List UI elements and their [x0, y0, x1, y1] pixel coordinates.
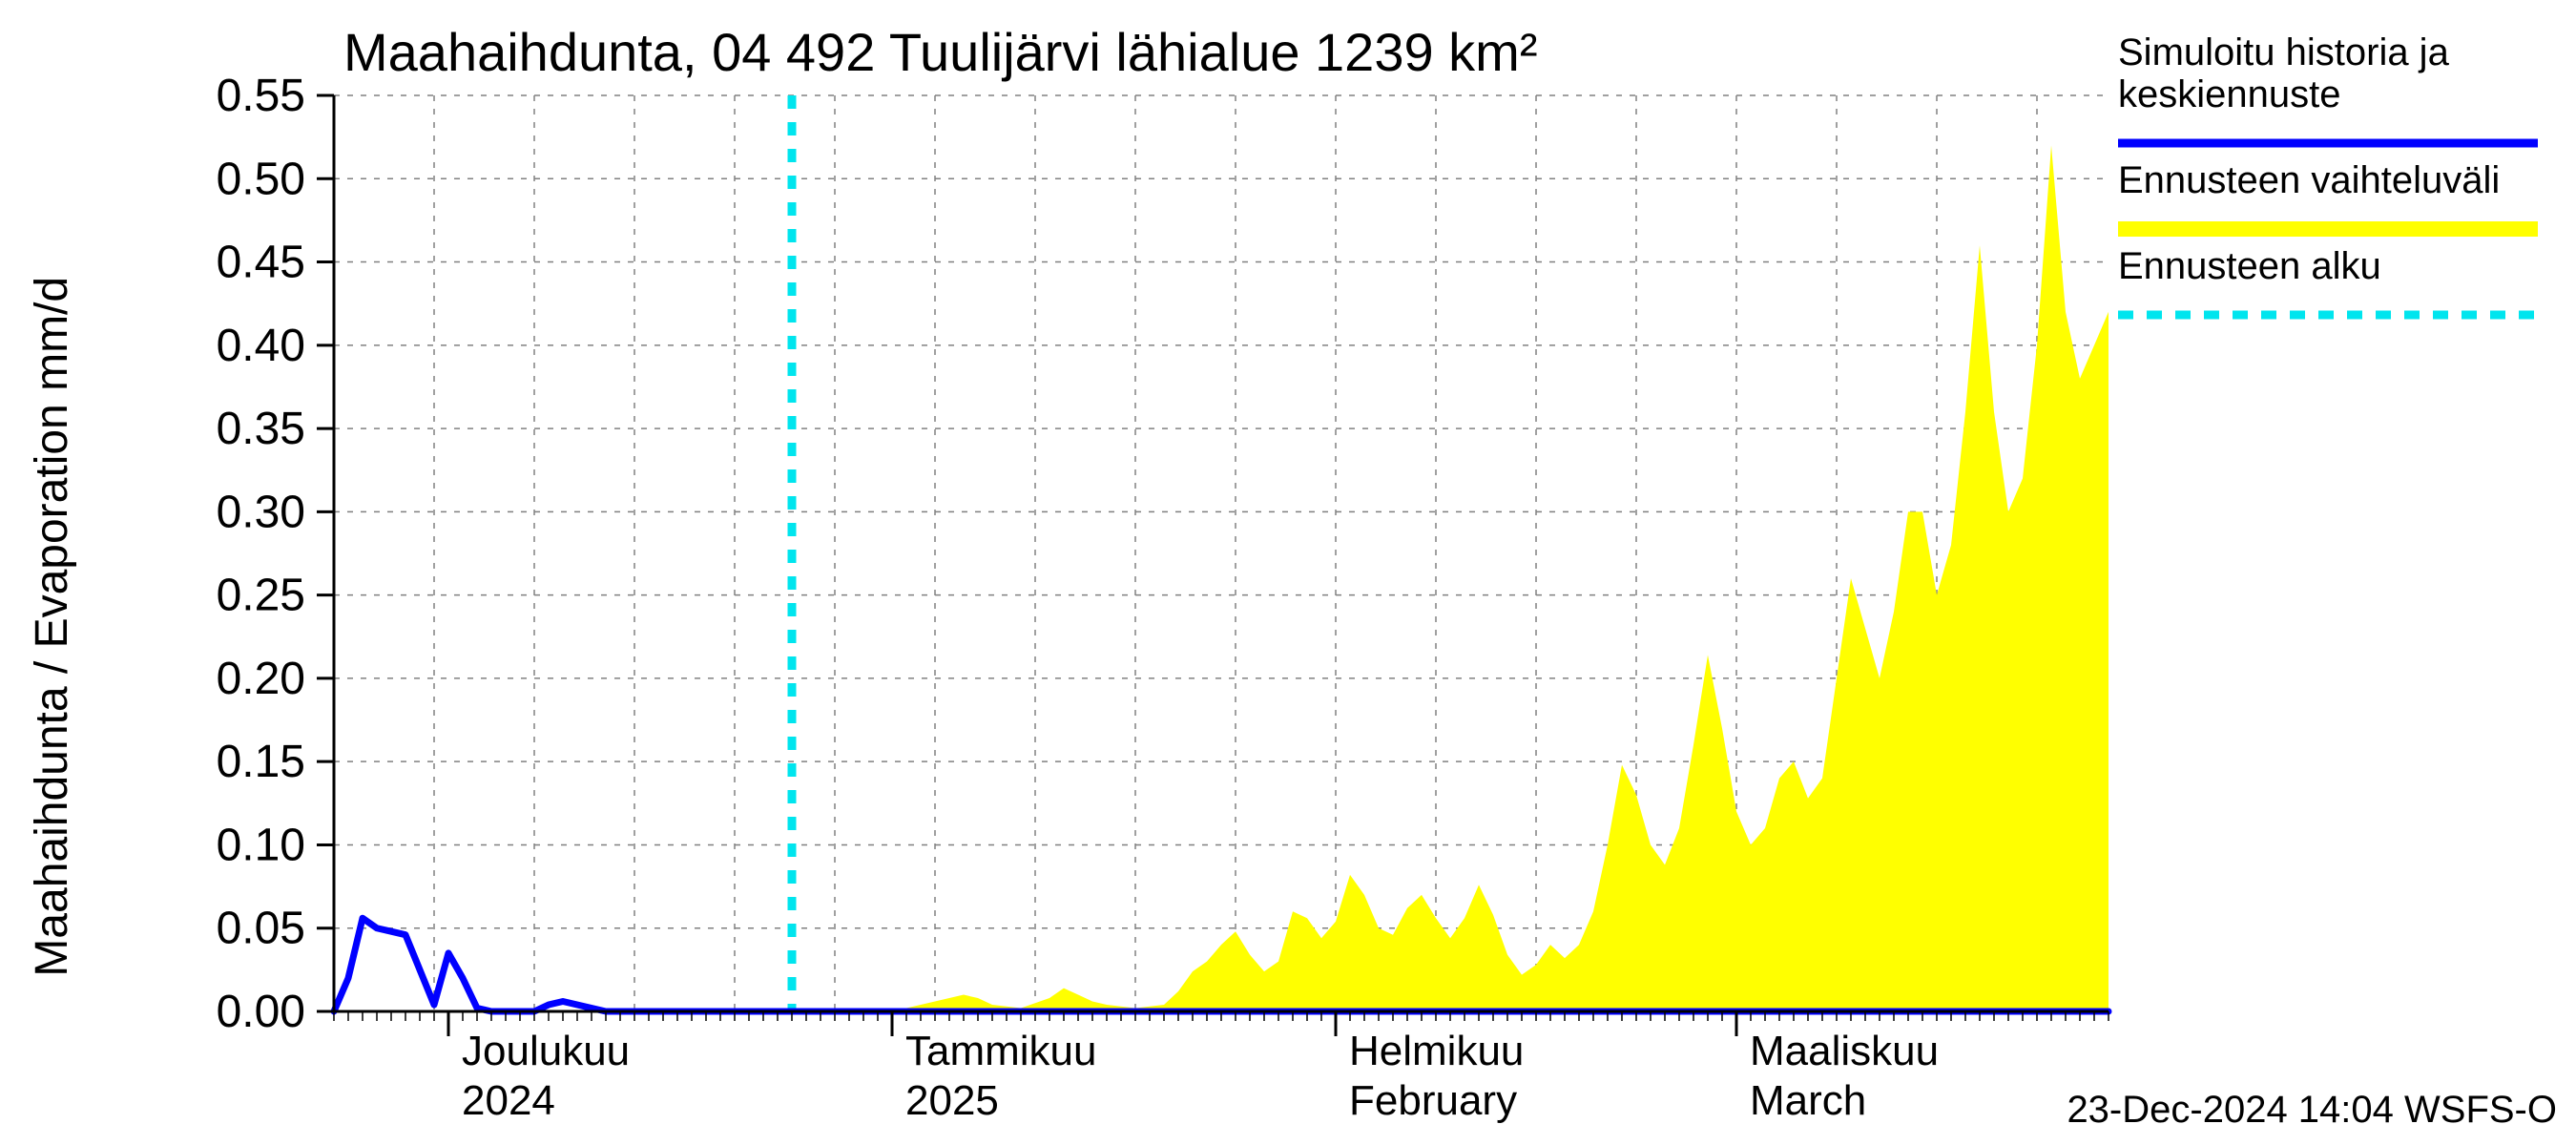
y-tick-label: 0.25 — [217, 571, 305, 621]
x-month-label: Maaliskuu — [1750, 1028, 1939, 1074]
chart-svg: 0.00 0.05 0.10 0.15 0.20 0.25 0.30 0.35 0.40 0.45… — [0, 0, 2576, 1145]
y-tick-label: 0.45 — [217, 238, 305, 288]
y-axis-label: Maahaihdunta / Evaporation mm/d — [27, 277, 77, 977]
y-tick-label: 0.55 — [217, 71, 305, 121]
chart-title: Maahaihdunta, 04 492 Tuulijärvi lähialue… — [343, 22, 1537, 82]
y-tick-label: 0.00 — [217, 987, 305, 1037]
y-tick-label: 0.35 — [217, 404, 305, 454]
evaporation-forecast-chart: 0.00 0.05 0.10 0.15 0.20 0.25 0.30 0.35 0.40 0.45… — [0, 0, 2576, 1145]
legend-label: Ennusteen alku — [2118, 245, 2381, 287]
legend-label: keskiennuste — [2118, 73, 2340, 115]
y-tick-label: 0.10 — [217, 820, 305, 870]
y-tick-label: 0.30 — [217, 487, 305, 537]
y-tick-label: 0.20 — [217, 654, 305, 704]
y-tick-label: 0.15 — [217, 737, 305, 787]
x-month-label: Tammikuu — [905, 1028, 1097, 1074]
y-tick-label: 0.05 — [217, 904, 305, 954]
x-month-sublabel: 2024 — [462, 1077, 555, 1124]
x-month-sublabel: February — [1349, 1077, 1517, 1124]
x-month-sublabel: 2025 — [905, 1077, 999, 1124]
x-month-label: Joulukuu — [462, 1028, 630, 1074]
y-tick-label: 0.40 — [217, 321, 305, 371]
legend-label: Ennusteen vaihteluväli — [2118, 159, 2500, 201]
legend-label: Simuloitu historia ja — [2118, 31, 2450, 73]
chart-footer-timestamp: 23-Dec-2024 14:04 WSFS-O — [2067, 1089, 2557, 1131]
x-month-sublabel: March — [1750, 1077, 1866, 1124]
x-month-label: Helmikuu — [1349, 1028, 1524, 1074]
y-tick-label: 0.50 — [217, 154, 305, 204]
legend-swatch-band — [2118, 221, 2538, 237]
